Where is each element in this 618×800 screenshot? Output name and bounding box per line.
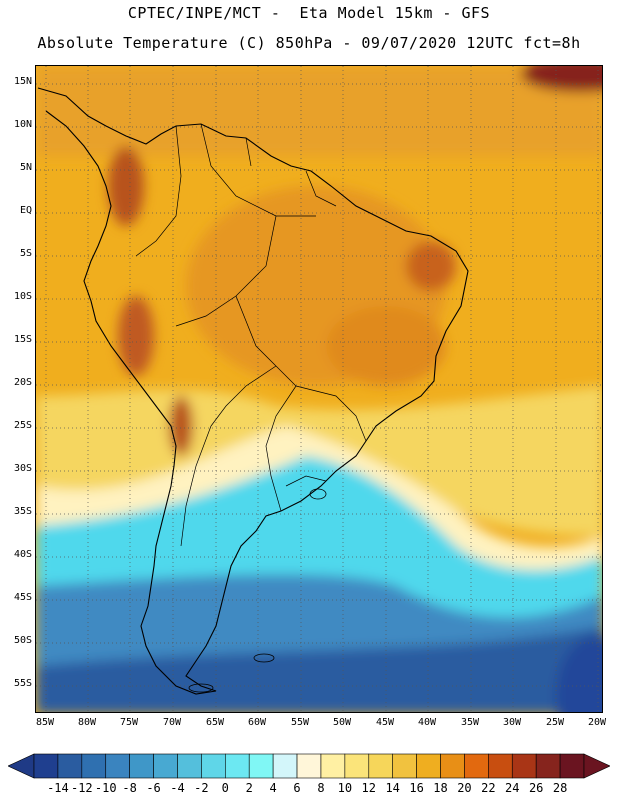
colorbar-tick-label: 22 [481, 781, 496, 795]
lat-label: 20S [13, 377, 32, 388]
colorbar-tick-label: 14 [385, 781, 400, 795]
colorbar-swatch [559, 753, 585, 779]
lat-label: 45S [13, 592, 32, 603]
colorbar-tick-label: 8 [317, 781, 325, 795]
colorbar-swatch [129, 753, 154, 779]
colorbar-tick-label: -8 [122, 781, 137, 795]
lon-label: 70W [162, 717, 182, 728]
colorbar-swatch [535, 753, 561, 779]
colorbar-swatch [416, 753, 441, 779]
lat-label: 35S [13, 506, 32, 517]
lon-label: 65W [205, 717, 225, 728]
colorbar-tick-label: 24 [505, 781, 520, 795]
temperature-map [35, 65, 603, 713]
field-andes-2 [118, 296, 154, 376]
colorbar-swatch [81, 753, 107, 779]
colorbar-swatch [105, 753, 130, 779]
lon-label: 75W [119, 717, 139, 728]
lat-label: 10S [13, 291, 32, 302]
falkland-islands [253, 653, 275, 663]
colorbar-swatch [464, 753, 489, 779]
lon-label: 30W [502, 717, 522, 728]
colorbar-tick-label: 16 [409, 781, 424, 795]
country-borders [135, 123, 367, 547]
lon-label: 85W [35, 717, 55, 728]
lat-label: 30S [13, 463, 32, 474]
lon-label: 80W [77, 717, 97, 728]
lon-label: 40W [417, 717, 437, 728]
colorbar-tick-label: 18 [433, 781, 448, 795]
colorbar-tick-label: 0 [221, 781, 229, 795]
colorbar-swatch [320, 753, 346, 779]
colorbar-tick-label: 4 [269, 781, 277, 795]
field-north [36, 66, 602, 156]
colorbar-tick-label: 28 [552, 781, 568, 795]
lon-label: 50W [332, 717, 352, 728]
colorbar-swatch [272, 753, 298, 779]
graticule [36, 66, 602, 712]
colorbar-tick-label: -6 [146, 781, 161, 795]
colorbar-arrow-low [8, 753, 35, 779]
lat-label: 15N [13, 76, 32, 87]
lon-label: 35W [460, 717, 480, 728]
colorbar-tick-label: 10 [337, 781, 353, 795]
lat-label: 5S [19, 248, 32, 259]
lon-label: 60W [247, 717, 267, 728]
colorbar-tick-label: -4 [170, 781, 185, 795]
colorbar-swatch [440, 753, 465, 779]
colorbar-swatch [57, 753, 83, 779]
colorbar-swatch [488, 753, 513, 779]
colorbar-swatch [344, 753, 370, 779]
field-andes-1 [108, 146, 144, 226]
colorbar-tick-label: 26 [528, 781, 544, 795]
colorbar-swatch [511, 753, 537, 779]
colorbar-tick-label: 6 [293, 781, 301, 795]
colorbar-tick-label: 20 [457, 781, 472, 795]
colorbar-tick-label: -12 [70, 781, 93, 795]
colorbar-swatch [296, 753, 322, 779]
colorbar-swatch [33, 753, 59, 779]
lon-label: 25W [545, 717, 565, 728]
field-nordeste [406, 241, 456, 291]
lat-label: 55S [13, 678, 32, 689]
colorbar-swatch [368, 753, 393, 779]
lon-label: 45W [375, 717, 395, 728]
tierra-del-fuego [188, 683, 214, 693]
lat-label: 5N [19, 162, 32, 173]
colorbar-swatch [177, 753, 202, 779]
lat-label: EQ [19, 205, 32, 216]
colorbar-swatch [248, 753, 274, 779]
field-deep-core [556, 636, 602, 712]
lat-label: 40S [13, 549, 32, 560]
map-subtitle: Absolute Temperature (C) 850hPa - 09/07/… [37, 34, 581, 52]
colorbar-swatch [392, 753, 417, 779]
colorbar-tick-label: 12 [361, 781, 376, 795]
colorbar-swatch [225, 753, 250, 779]
colorbar-tick-label: -2 [194, 781, 209, 795]
colorbar-tick-label: 2 [245, 781, 253, 795]
map-title: CPTEC/INPE/MCT - Eta Model 15km - GFS [127, 4, 491, 22]
field-hot-corner [521, 66, 602, 92]
lat-label: 10N [13, 119, 32, 130]
colorbar-swatch [201, 753, 226, 779]
lagoa-dos-patos [309, 488, 327, 500]
field-andes-3 [169, 396, 193, 456]
colorbar-swatch [153, 753, 178, 779]
lat-label: 25S [13, 420, 32, 431]
lon-label: 20W [587, 717, 607, 728]
lat-label: 50S [13, 635, 32, 646]
colorbar-tick-label: -14 [47, 781, 69, 795]
temperature-colorbar [8, 753, 610, 779]
south-america-coastline [37, 87, 469, 695]
colorbar-arrow-high [583, 753, 610, 779]
lon-label: 55W [290, 717, 310, 728]
colorbar-tick-label: -10 [94, 781, 117, 795]
lat-label: 15S [13, 334, 32, 345]
field-deep-south [36, 626, 602, 712]
